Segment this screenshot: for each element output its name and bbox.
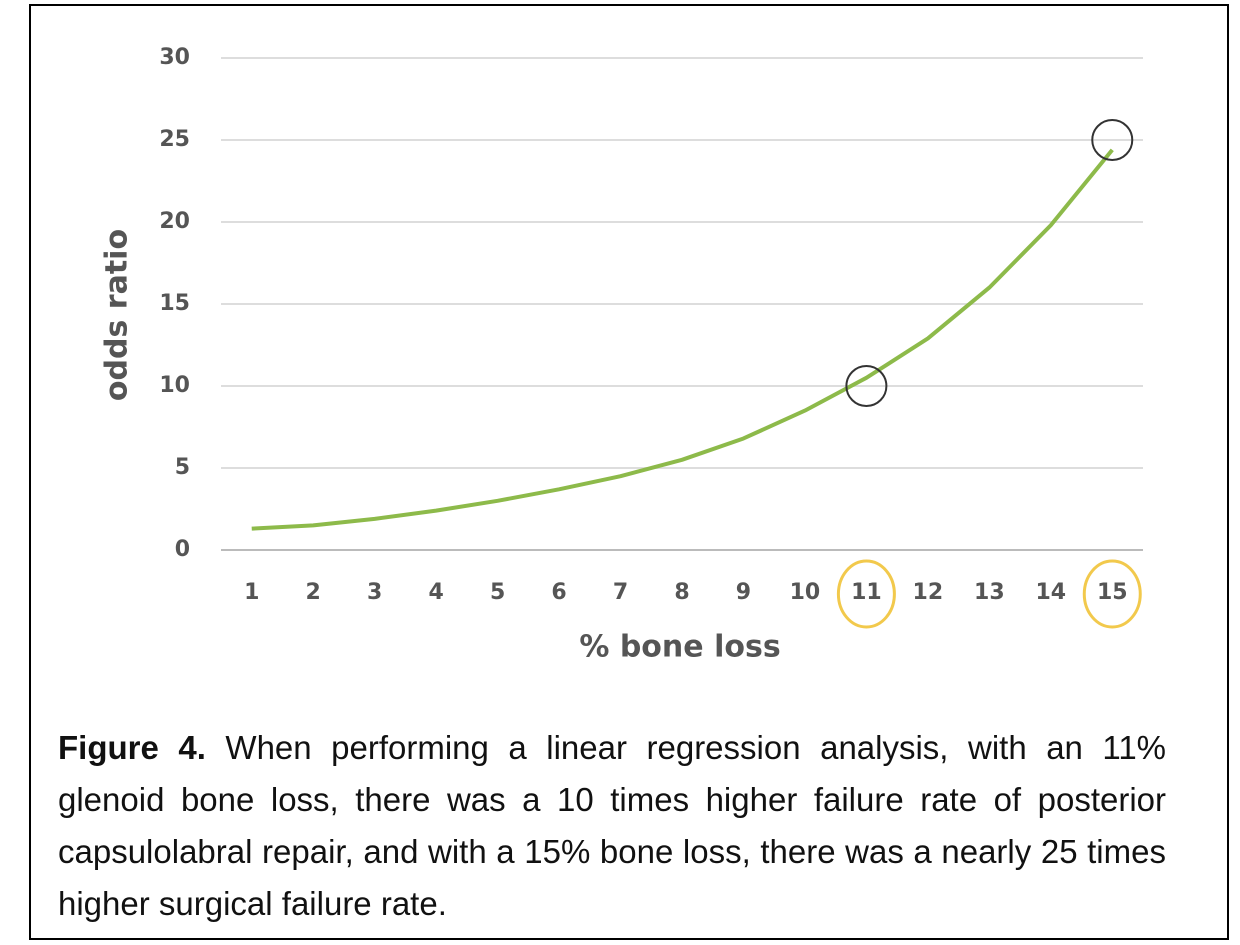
y-tick-label: 20	[159, 209, 190, 234]
y-tick-label: 15	[159, 291, 190, 316]
x-tick-label: 5	[490, 580, 505, 605]
highlight-tick	[1082, 559, 1142, 629]
y-axis-label: odds ratio	[100, 229, 135, 401]
x-tick-label: 8	[674, 580, 689, 605]
x-axis-label: % bone loss	[579, 630, 780, 665]
x-tick-label: 10	[790, 580, 821, 605]
highlight-point	[845, 365, 888, 407]
y-tick-label: 25	[159, 127, 190, 152]
x-tick-label: 14	[1035, 580, 1066, 605]
x-tick-label: 13	[974, 580, 1005, 605]
caption: Figure 4. When performing a linear regre…	[58, 722, 1166, 930]
x-tick-label: 11	[851, 580, 882, 605]
caption-text: When performing a linear regression anal…	[58, 729, 1167, 922]
x-tick-label: 2	[306, 580, 321, 605]
highlight-tick	[836, 559, 896, 629]
x-tick-label: 4	[428, 580, 443, 605]
x-tick-label: 7	[613, 580, 628, 605]
x-tick-label: 1	[244, 580, 259, 605]
data-line	[251, 148, 1114, 531]
x-tick-label: 6	[551, 580, 566, 605]
frame	[29, 4, 1229, 940]
x-tick-label: 15	[1097, 580, 1128, 605]
x-tick-label: 12	[913, 580, 944, 605]
highlight-point	[1091, 119, 1134, 161]
y-tick-label: 0	[175, 537, 190, 562]
x-tick-label: 9	[736, 580, 751, 605]
y-tick-label: 10	[159, 373, 190, 398]
x-tick-label: 3	[367, 580, 382, 605]
y-tick-label: 5	[175, 455, 190, 480]
y-tick-label: 30	[159, 45, 190, 70]
caption-label: Figure 4.	[58, 729, 206, 766]
